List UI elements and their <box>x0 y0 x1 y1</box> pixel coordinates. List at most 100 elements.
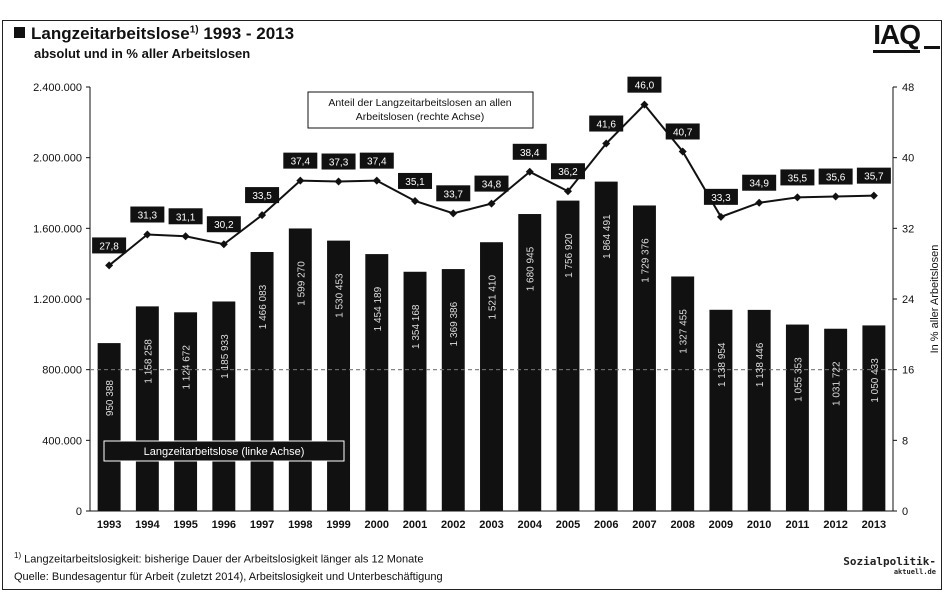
x-tick-label: 1994 <box>135 519 160 531</box>
line-legend-text: Arbeitslosen (rechte Achse) <box>356 111 484 123</box>
line-value-label: 33,5 <box>252 191 272 202</box>
bar-value-label: 1 185 933 <box>220 334 231 379</box>
line-legend-text: Anteil der Langzeitarbeitslosen an allen <box>328 97 511 109</box>
x-tick-label: 2005 <box>556 519 580 531</box>
y-left-tick-label: 800.000 <box>42 365 82 377</box>
line-point <box>602 139 611 148</box>
line-label-box <box>359 152 394 169</box>
iaq-logo: IAQ <box>873 20 921 53</box>
chart-title: Langzeitarbeitslose1) 1993 - 2013 <box>14 24 294 44</box>
line-point <box>563 187 572 196</box>
line-value-label: 34,9 <box>749 179 769 190</box>
bar-value-label: 1 327 455 <box>679 309 690 354</box>
bar-legend-box <box>103 440 345 462</box>
bar <box>671 276 695 511</box>
x-tick-label: 1996 <box>212 519 236 531</box>
line-label-box <box>436 185 471 202</box>
line-point <box>143 230 152 239</box>
y-right-tick-label: 8 <box>902 435 908 447</box>
line-value-label: 35,1 <box>405 177 425 188</box>
line-point <box>869 191 878 200</box>
bar <box>785 324 809 511</box>
line-point <box>411 196 420 205</box>
line-point <box>793 193 802 202</box>
y-right-tick-label: 32 <box>902 223 914 235</box>
line-label-box <box>818 168 853 185</box>
line-label-box <box>168 208 203 225</box>
x-tick-label: 1993 <box>97 519 121 531</box>
bar-value-label: 1 729 376 <box>640 238 651 283</box>
x-tick-label: 2012 <box>823 519 847 531</box>
x-tick-label: 2002 <box>441 519 465 531</box>
watermark-text: Sozialpolitik- <box>843 555 936 568</box>
line-point <box>181 232 190 241</box>
y-left-tick-label: 1.200.000 <box>33 294 82 306</box>
x-tick-label: 2010 <box>747 519 771 531</box>
line-value-label: 37,3 <box>329 158 349 169</box>
line-point <box>372 176 381 185</box>
line-label-box <box>92 237 127 254</box>
line-value-label: 34,8 <box>482 180 502 191</box>
bar-legend-text: Langzeitarbeitslose (linke Achse) <box>144 446 305 458</box>
y-left-tick-label: 0 <box>76 506 82 518</box>
title-square-marker <box>14 27 25 38</box>
line-label-box <box>474 175 509 192</box>
bar <box>518 214 542 511</box>
line-value-label: 41,6 <box>596 120 616 131</box>
bar <box>632 205 656 511</box>
y-right-tick-label: 48 <box>902 82 914 94</box>
chart-subtitle: absolut und in % aller Arbeitslosen <box>34 46 251 61</box>
x-tick-label: 2000 <box>365 519 389 531</box>
line-point <box>525 167 534 176</box>
line-value-label: 35,6 <box>826 173 846 184</box>
line-label-box <box>665 123 700 140</box>
line-label-box <box>512 143 547 160</box>
line-value-label: 33,3 <box>711 193 731 204</box>
line-value-label: 40,7 <box>673 127 693 138</box>
line-label-box <box>589 115 624 132</box>
source-note: Quelle: Bundesagentur für Arbeit (zuletz… <box>14 571 443 583</box>
bar <box>480 242 503 511</box>
bar <box>97 343 121 511</box>
line-point <box>219 240 228 249</box>
bar-value-label: 1 055 353 <box>793 357 804 402</box>
bar <box>365 254 389 512</box>
bar-value-label: 1 369 386 <box>449 301 460 346</box>
y-right-axis-title: In % aller Arbeitslosen <box>929 245 941 354</box>
line-value-label: 36,2 <box>558 167 578 178</box>
bar-value-label: 1 354 168 <box>411 304 422 349</box>
watermark-logo: Sozialpolitik- aktuell.de <box>843 556 936 578</box>
x-tick-label: 2006 <box>594 519 618 531</box>
line-value-label: 30,2 <box>214 220 234 231</box>
line-label-box <box>856 167 891 184</box>
line-label-box <box>245 187 280 204</box>
title-footnote-mark: 1) <box>189 24 199 36</box>
line-label-box <box>398 172 433 189</box>
y-left-tick-label: 400.000 <box>42 435 82 447</box>
x-tick-label: 1995 <box>173 519 197 531</box>
line-value-label: 31,3 <box>138 211 158 222</box>
bar-value-label: 1 466 083 <box>258 284 269 329</box>
x-tick-label: 2013 <box>862 519 886 531</box>
y-right-tick-label: 24 <box>902 294 914 306</box>
line-label-box <box>780 169 815 186</box>
y-right-tick-label: 0 <box>902 506 908 518</box>
bar <box>174 312 198 511</box>
x-tick-label: 1997 <box>250 519 274 531</box>
line-value-label: 27,8 <box>99 241 119 252</box>
bar <box>824 328 848 511</box>
footnote: 1) Langzeitarbeitslosigkeit: bisherige D… <box>14 551 423 566</box>
line-point <box>334 177 343 186</box>
line-value-label: 33,7 <box>444 189 464 200</box>
bar <box>441 269 465 511</box>
title-text: Langzeitarbeitslose <box>31 24 190 43</box>
bar-value-label: 1 530 453 <box>335 273 346 318</box>
title-years: 1993 - 2013 <box>198 24 295 43</box>
line-value-label: 38,4 <box>520 148 540 159</box>
bar-value-label: 1 454 189 <box>373 286 384 331</box>
bar-value-label: 1 138 446 <box>755 342 766 387</box>
line-legend-box <box>307 91 534 129</box>
line-point <box>640 100 649 109</box>
line-label-box <box>321 153 356 170</box>
